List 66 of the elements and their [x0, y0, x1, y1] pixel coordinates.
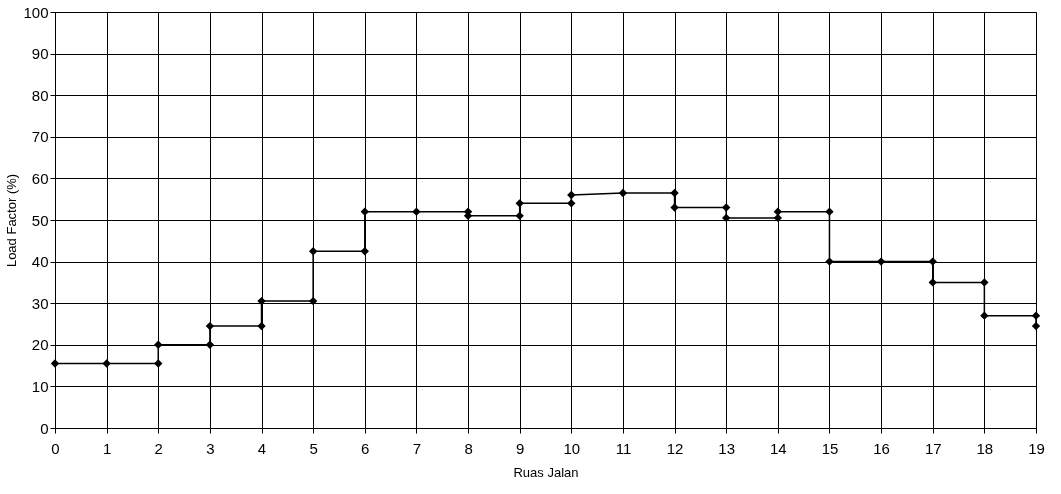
point	[722, 203, 731, 212]
point	[412, 207, 421, 216]
y-tick-label: 30	[31, 294, 49, 312]
y-tick-label: 10	[31, 377, 49, 395]
point	[308, 296, 318, 306]
x-axis-title: Ruas Jalan	[513, 464, 579, 480]
y-tick-label: 20	[31, 336, 49, 354]
x-tick-label: 6	[361, 439, 370, 457]
y-tick-label: 70	[31, 128, 49, 146]
point	[205, 321, 215, 331]
x-tick-label: 7	[412, 439, 422, 457]
point	[670, 203, 679, 212]
y-tick-label: 100	[23, 3, 49, 21]
point	[567, 190, 576, 200]
y-tick-label: 50	[31, 211, 49, 229]
x-tick-label: 16	[873, 439, 890, 457]
point	[154, 340, 163, 349]
x-tick-label: 9	[516, 439, 525, 457]
x-tick-label: 12	[666, 439, 684, 457]
x-tick-label: 14	[770, 439, 787, 457]
y-tick-label: 90	[31, 45, 49, 63]
y-axis-title: Load Factor (%)	[4, 173, 20, 268]
point	[825, 207, 834, 216]
x-tick-label: 11	[615, 439, 632, 457]
x-tick-label: 15	[821, 439, 839, 457]
point	[980, 278, 989, 287]
x-tick-label: 4	[257, 439, 267, 457]
point	[515, 211, 524, 221]
point	[1031, 321, 1041, 331]
y-tick-label: 60	[31, 169, 49, 187]
point	[257, 321, 266, 331]
point	[722, 213, 731, 223]
point	[50, 359, 60, 368]
point	[670, 188, 679, 198]
point	[928, 278, 937, 287]
x-tick-label: 10	[563, 439, 581, 457]
point	[876, 257, 886, 266]
point	[1031, 311, 1041, 320]
y-tick-label: 80	[31, 86, 49, 104]
point	[360, 247, 369, 256]
point	[360, 207, 369, 216]
point	[102, 359, 111, 368]
y-tick-label: 40	[31, 253, 49, 271]
x-tick-label: 1	[102, 439, 112, 457]
point	[515, 199, 524, 208]
point	[825, 257, 834, 266]
point	[773, 213, 783, 223]
point	[980, 311, 989, 320]
x-tick-label: 19	[1028, 439, 1045, 457]
point	[567, 199, 576, 208]
x-tick-label: 0	[51, 439, 60, 457]
point	[618, 188, 628, 198]
point	[308, 247, 318, 256]
point	[257, 296, 266, 306]
x-tick-label: 5	[309, 439, 318, 457]
y-tick-label: 0	[40, 419, 49, 437]
point	[773, 207, 783, 216]
x-tick-label: 13	[718, 439, 736, 457]
x-tick-label: 2	[154, 439, 163, 457]
x-tick-label: 17	[924, 439, 942, 457]
x-tick-label: 8	[464, 439, 473, 457]
x-tick-label: 18	[976, 439, 994, 457]
point	[154, 359, 163, 368]
point	[928, 257, 937, 266]
point	[205, 340, 215, 349]
x-tick-label: 3	[206, 439, 215, 457]
